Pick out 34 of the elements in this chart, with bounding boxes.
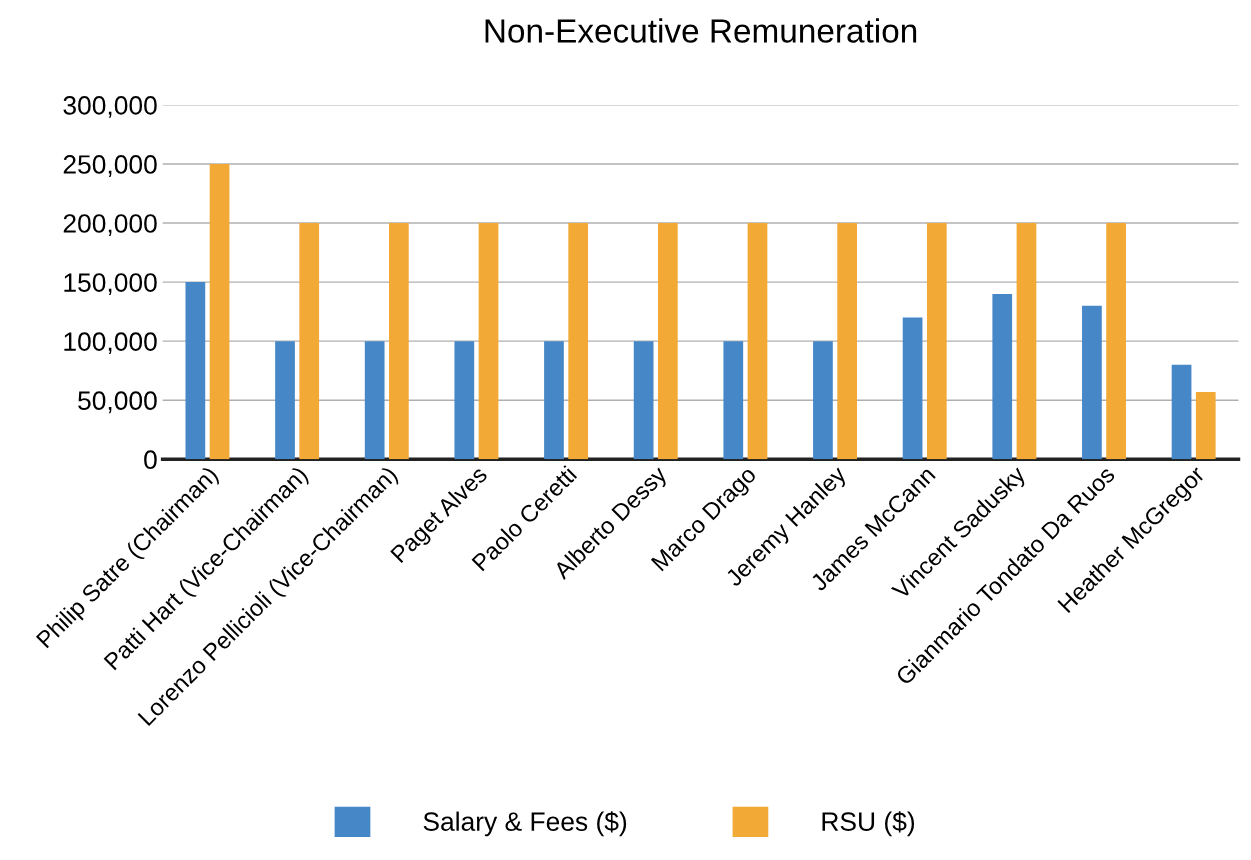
legend-label: Salary & Fees ($) (423, 811, 627, 837)
y-tick-label: 50,000 (78, 391, 157, 414)
y-tick-label: 300,000 (63, 96, 157, 118)
bar (544, 341, 564, 460)
bar (1171, 364, 1192, 460)
bar (992, 293, 1013, 460)
bar (209, 163, 230, 460)
y-tick-label: 0 (144, 450, 157, 470)
bar (389, 223, 409, 460)
bar (926, 223, 947, 460)
y-tick-label: 200,000 (63, 214, 157, 236)
legend-label: RSU ($) (822, 811, 915, 837)
bar (1106, 223, 1126, 460)
bar (275, 341, 295, 460)
bar (747, 223, 768, 460)
bar (299, 223, 320, 460)
bar (902, 317, 923, 460)
bar (568, 223, 589, 460)
bar (1082, 305, 1102, 460)
bar (633, 341, 654, 460)
chart-title: Non-Executive Remuneration (485, 18, 917, 43)
bar (657, 223, 678, 460)
y-tick-label: 150,000 (64, 273, 157, 296)
bar (837, 223, 858, 460)
y-tick-label: 250,000 (63, 155, 157, 177)
bar (478, 223, 499, 460)
y-tick-label: 100,000 (64, 332, 157, 355)
bar (723, 341, 744, 460)
bar (1195, 391, 1216, 460)
bar (813, 341, 833, 460)
bar (454, 341, 475, 460)
bar (364, 341, 385, 460)
bar (1016, 223, 1037, 460)
bar (185, 282, 206, 460)
